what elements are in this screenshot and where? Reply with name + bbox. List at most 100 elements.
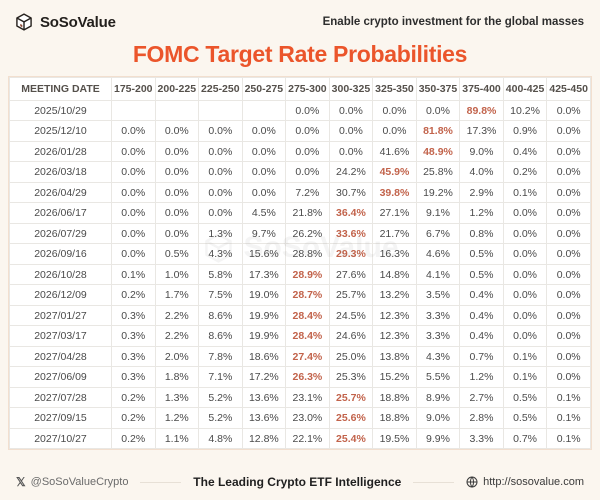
meeting-date-cell: 2026/03/18 <box>9 161 112 183</box>
probability-cell: 28.9% <box>285 263 330 285</box>
probability-cell: 0.7% <box>502 427 548 449</box>
probability-cell: 4.1% <box>415 263 461 285</box>
probability-cell: 23.0% <box>285 407 330 429</box>
footer-website: http://sosovalue.com <box>466 476 584 488</box>
probability-cell: 1.7% <box>154 284 200 306</box>
footer-divider-left <box>140 481 182 483</box>
probability-cell: 25.3% <box>328 366 374 388</box>
table-row: 2026/09/16 0.0% 0.5% 4.3% 15.6% 28.8% 29.3% 16.… <box>9 243 591 265</box>
brand-name: SoSoValue <box>40 13 116 31</box>
meeting-date-cell: 2027/03/17 <box>9 325 112 347</box>
meeting-date-cell: 2026/12/09 <box>9 284 112 306</box>
probability-cell: 0.5% <box>502 386 548 408</box>
top-bar: SoSoValue Enable crypto investment for t… <box>0 0 600 32</box>
probability-cell: 15.2% <box>372 366 417 388</box>
probability-cell: 25.7% <box>328 386 374 408</box>
probability-cell: 4.3% <box>198 243 243 265</box>
probability-cell: 5.8% <box>198 263 243 285</box>
probability-cell: 25.0% <box>328 345 374 367</box>
probability-cell: 0.0% <box>546 304 591 326</box>
probability-cell: 1.1% <box>154 427 200 449</box>
meeting-date-cell: 2026/04/29 <box>9 181 112 203</box>
probability-cell: 0.0% <box>502 304 548 326</box>
table-header: MEETING DATE 175-200 200-225 225-250 250-275… <box>9 77 591 101</box>
probability-cell: 81.8% <box>415 120 461 142</box>
probability-cell: 18.6% <box>241 345 287 367</box>
probability-cell: 0.0% <box>502 202 548 224</box>
page-title: FOMC Target Rate Probabilities <box>132 41 468 67</box>
probability-cell: 0.3% <box>111 304 156 326</box>
probability-cell: 3.3% <box>459 427 504 449</box>
probability-cell: 0.0% <box>372 99 417 121</box>
probability-cell: 1.3% <box>154 386 200 408</box>
probability-cell: 48.9% <box>415 140 461 162</box>
table-row: 2025/12/10 0.0% 0.0% 0.0% 0.0% 0.0% 0.0% 0.0% 81… <box>9 120 591 142</box>
probability-cell: 0.2% <box>111 427 156 449</box>
probabilities-table-container: SoSoValue MEETING DATE175-200200-225225-… <box>8 76 592 450</box>
probability-cell: 5.2% <box>198 407 243 429</box>
probability-cell: 36.4% <box>328 202 374 224</box>
probability-cell: 0.0% <box>502 263 548 285</box>
probability-cell: 19.9% <box>241 325 287 347</box>
footer: 𝕏 @SoSoValueCrypto The Leading Crypto ET… <box>0 475 600 489</box>
probability-cell: 0.0% <box>111 181 156 203</box>
probability-cell: 25.6% <box>328 407 374 429</box>
probability-cell: 24.2% <box>328 161 374 183</box>
probability-cell: 0.3% <box>111 325 156 347</box>
probability-cell: 0.0% <box>154 161 200 183</box>
probability-cell: 0.0% <box>546 202 591 224</box>
table-row: 2026/06/17 0.0% 0.0% 0.0% 4.5% 21.8% 36.4% 27.1… <box>9 202 591 224</box>
probability-cell: 0.0% <box>198 181 243 203</box>
probability-cell: 9.0% <box>415 407 461 429</box>
probability-cell: 4.6% <box>415 243 461 265</box>
probability-cell: 2.9% <box>459 181 504 203</box>
probability-cell: 0.0% <box>546 222 591 244</box>
probability-cell: 0.0% <box>241 181 287 203</box>
probability-cell: 24.6% <box>328 325 374 347</box>
probability-cell: 33.6% <box>328 222 374 244</box>
meeting-date-cell: 2027/09/15 <box>9 407 112 429</box>
probability-cell: 0.0% <box>502 222 548 244</box>
meeting-date-cell: 2025/12/10 <box>9 120 112 142</box>
col-header-rate-range: 375-400 <box>459 77 504 101</box>
probability-cell: 1.2% <box>459 366 504 388</box>
probability-cell: 18.8% <box>372 407 417 429</box>
probability-cell: 14.8% <box>372 263 417 285</box>
probability-cell: 0.7% <box>459 345 504 367</box>
probability-cell <box>241 99 287 121</box>
probability-cell: 9.1% <box>415 202 461 224</box>
probability-cell: 1.2% <box>459 202 504 224</box>
table-row: 2026/07/29 0.0% 0.0% 1.3% 9.7% 26.2% 33.6% 21.7… <box>9 222 591 244</box>
probability-cell: 0.0% <box>546 284 591 306</box>
meeting-date-cell: 2027/10/27 <box>9 427 112 449</box>
meeting-date-cell: 2026/10/28 <box>9 263 112 285</box>
probability-cell: 19.9% <box>241 304 287 326</box>
col-header-rate-range: 425-450 <box>546 77 591 101</box>
probability-cell: 25.7% <box>328 284 374 306</box>
probability-cell: 9.7% <box>241 222 287 244</box>
col-header-rate-range: 275-300 <box>285 77 330 101</box>
probability-cell: 0.0% <box>328 120 374 142</box>
table-row: 2027/01/27 0.3% 2.2% 8.6% 19.9% 28.4% 24.5% 12.… <box>9 304 591 326</box>
probability-cell: 0.0% <box>111 140 156 162</box>
probability-cell: 13.2% <box>372 284 417 306</box>
probability-cell: 17.3% <box>459 120 504 142</box>
table-row: 2027/06/09 0.3% 1.8% 7.1% 17.2% 26.3% 25.3% 15.… <box>9 366 591 388</box>
probability-cell: 0.8% <box>459 222 504 244</box>
probability-cell: 0.2% <box>111 284 156 306</box>
col-header-rate-range: 300-325 <box>328 77 374 101</box>
fomc-probabilities-table: MEETING DATE 175-200 200-225 225-250 250-275… <box>9 77 591 449</box>
probability-cell: 27.4% <box>285 345 330 367</box>
meeting-date-cell: 2026/01/28 <box>9 140 112 162</box>
probability-cell: 21.8% <box>285 202 330 224</box>
col-header-rate-range: 350-375 <box>415 77 461 101</box>
probability-cell: 0.1% <box>546 427 591 449</box>
probability-cell: 22.1% <box>285 427 330 449</box>
probability-cell: 1.8% <box>154 366 200 388</box>
probability-cell: 0.0% <box>502 243 548 265</box>
probability-cell: 0.0% <box>502 325 548 347</box>
probability-cell: 24.5% <box>328 304 374 326</box>
probability-cell: 0.0% <box>241 161 287 183</box>
probability-cell: 0.0% <box>285 120 330 142</box>
table-row: 2026/01/28 0.0% 0.0% 0.0% 0.0% 0.0% 0.0% 41.6% 4… <box>9 140 591 162</box>
